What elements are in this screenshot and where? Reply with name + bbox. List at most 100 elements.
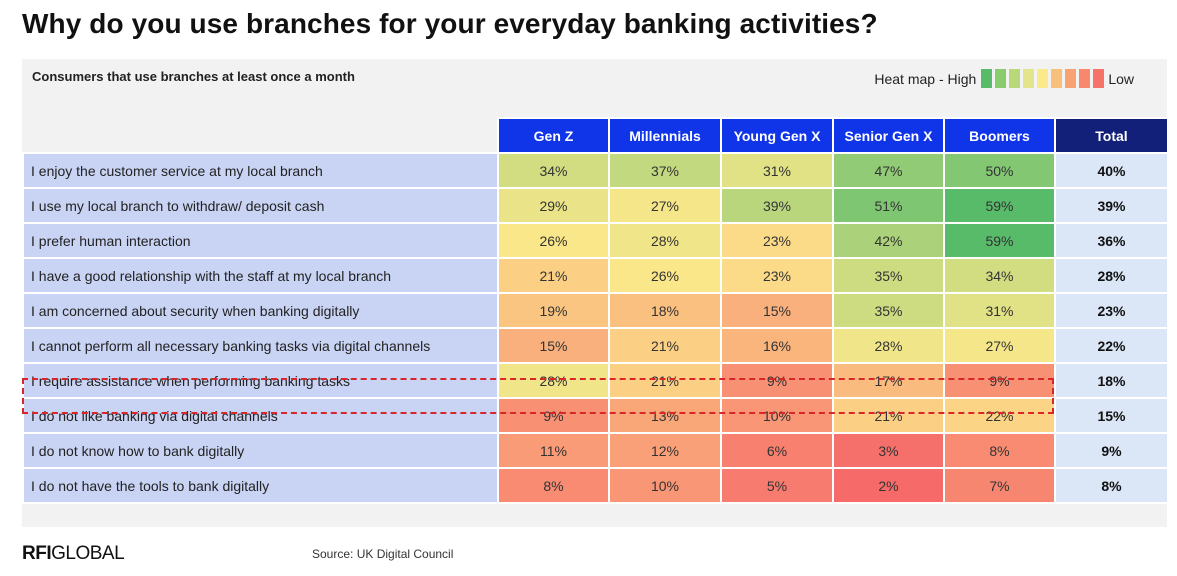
total-cell: 39% bbox=[1054, 187, 1169, 224]
heatmap-cell: 28% bbox=[497, 362, 610, 399]
total-cell: 23% bbox=[1054, 292, 1169, 329]
legend-swatch bbox=[1023, 69, 1035, 88]
heatmap-cell: 35% bbox=[832, 292, 945, 329]
legend-swatches bbox=[978, 69, 1105, 88]
heatmap-cell: 9% bbox=[720, 362, 834, 399]
heatmap-cell: 27% bbox=[943, 327, 1056, 364]
total-column-header: Total bbox=[1054, 117, 1169, 154]
legend-swatch bbox=[1051, 69, 1063, 88]
heatmap-cell: 10% bbox=[720, 397, 834, 434]
heatmap-cell: 59% bbox=[943, 222, 1056, 259]
table-row: I require assistance when performing ban… bbox=[22, 362, 1169, 399]
heatmap-cell: 19% bbox=[497, 292, 610, 329]
legend-high-label: Heat map - High bbox=[874, 70, 977, 87]
heatmap-cell: 21% bbox=[497, 257, 610, 294]
row-label: I do not like banking via digital channe… bbox=[22, 397, 499, 434]
row-label: I have a good relationship with the staf… bbox=[22, 257, 499, 294]
chart-title: Why do you use branches for your everyda… bbox=[22, 8, 878, 39]
heatmap-cell: 10% bbox=[608, 467, 722, 504]
heatmap-cell: 47% bbox=[832, 152, 945, 189]
row-label: I cannot perform all necessary banking t… bbox=[22, 327, 499, 364]
heatmap-cell: 6% bbox=[720, 432, 834, 469]
legend-swatch bbox=[1079, 69, 1091, 88]
total-cell: 36% bbox=[1054, 222, 1169, 259]
heatmap-cell: 21% bbox=[608, 362, 722, 399]
heatmap-cell: 26% bbox=[608, 257, 722, 294]
heatmap-cell: 31% bbox=[943, 292, 1056, 329]
heatmap-cell: 26% bbox=[497, 222, 610, 259]
heatmap-cell: 7% bbox=[943, 467, 1056, 504]
table-row: I do not have the tools to bank digitall… bbox=[22, 467, 1169, 504]
chart-subtitle: Consumers that use branches at least onc… bbox=[32, 69, 355, 84]
heatmap-cell: 34% bbox=[943, 257, 1056, 294]
heatmap-cell: 8% bbox=[497, 467, 610, 504]
heatmap-legend: Heat map - High Low bbox=[874, 69, 1134, 88]
total-cell: 9% bbox=[1054, 432, 1169, 469]
heatmap-cell: 5% bbox=[720, 467, 834, 504]
row-label: I do not know how to bank digitally bbox=[22, 432, 499, 469]
row-label: I prefer human interaction bbox=[22, 222, 499, 259]
rfi-global-logo: RFIGLOBAL bbox=[22, 543, 125, 564]
row-label: I am concerned about security when banki… bbox=[22, 292, 499, 329]
heatmap-cell: 35% bbox=[832, 257, 945, 294]
heatmap-cell: 59% bbox=[943, 187, 1056, 224]
column-header: Boomers bbox=[943, 117, 1056, 154]
legend-swatch bbox=[1065, 69, 1077, 88]
column-header: Senior Gen X bbox=[832, 117, 945, 154]
row-label: I require assistance when performing ban… bbox=[22, 362, 499, 399]
heatmap-cell: 29% bbox=[497, 187, 610, 224]
heatmap-cell: 17% bbox=[832, 362, 945, 399]
column-header: Gen Z bbox=[497, 117, 610, 154]
row-label: I use my local branch to withdraw/ depos… bbox=[22, 187, 499, 224]
heatmap-cell: 12% bbox=[608, 432, 722, 469]
total-cell: 18% bbox=[1054, 362, 1169, 399]
column-header: Millennials bbox=[608, 117, 722, 154]
table-row: I use my local branch to withdraw/ depos… bbox=[22, 187, 1169, 224]
heatmap-cell: 16% bbox=[720, 327, 834, 364]
heatmap-cell: 21% bbox=[608, 327, 722, 364]
table-row: I cannot perform all necessary banking t… bbox=[22, 327, 1169, 364]
heatmap-cell: 39% bbox=[720, 187, 834, 224]
heatmap-cell: 37% bbox=[608, 152, 722, 189]
table-row: I do not like banking via digital channe… bbox=[22, 397, 1169, 434]
table-row: I prefer human interaction 26% 28% 23% 42% 59… bbox=[22, 222, 1169, 259]
heatmap-cell: 22% bbox=[943, 397, 1056, 434]
heatmap-cell: 23% bbox=[720, 257, 834, 294]
heatmap-cell: 15% bbox=[497, 327, 610, 364]
legend-swatch bbox=[1037, 69, 1049, 88]
heatmap-cell: 28% bbox=[608, 222, 722, 259]
heatmap-cell: 15% bbox=[720, 292, 834, 329]
table-row: I enjoy the customer service at my local… bbox=[22, 152, 1169, 189]
row-label: I enjoy the customer service at my local… bbox=[22, 152, 499, 189]
heatmap-cell: 2% bbox=[832, 467, 945, 504]
heatmap-cell: 11% bbox=[497, 432, 610, 469]
legend-swatch bbox=[1009, 69, 1021, 88]
legend-swatch bbox=[1093, 69, 1105, 88]
column-header: Young Gen X bbox=[720, 117, 834, 154]
table-row: I have a good relationship with the staf… bbox=[22, 257, 1169, 294]
heatmap-cell: 31% bbox=[720, 152, 834, 189]
heatmap-cell: 50% bbox=[943, 152, 1056, 189]
total-cell: 22% bbox=[1054, 327, 1169, 364]
heatmap-cell: 9% bbox=[943, 362, 1056, 399]
heatmap-cell: 42% bbox=[832, 222, 945, 259]
total-cell: 8% bbox=[1054, 467, 1169, 504]
legend-swatch bbox=[995, 69, 1007, 88]
row-label: I do not have the tools to bank digitall… bbox=[22, 467, 499, 504]
heatmap-cell: 18% bbox=[608, 292, 722, 329]
legend-low-label: Low bbox=[1108, 70, 1134, 87]
header-blank bbox=[23, 118, 498, 153]
heatmap-cell: 51% bbox=[832, 187, 945, 224]
source-note: Source: UK Digital Council bbox=[312, 547, 454, 561]
heatmap-cell: 9% bbox=[497, 397, 610, 434]
legend-swatch bbox=[981, 69, 993, 88]
total-cell: 28% bbox=[1054, 257, 1169, 294]
heatmap-cell: 13% bbox=[608, 397, 722, 434]
heatmap-cell: 28% bbox=[832, 327, 945, 364]
heatmap-cell: 34% bbox=[497, 152, 610, 189]
table-row: I do not know how to bank digitally 11% 12… bbox=[22, 432, 1169, 469]
heatmap-cell: 21% bbox=[832, 397, 945, 434]
table-row: I am concerned about security when banki… bbox=[22, 292, 1169, 329]
